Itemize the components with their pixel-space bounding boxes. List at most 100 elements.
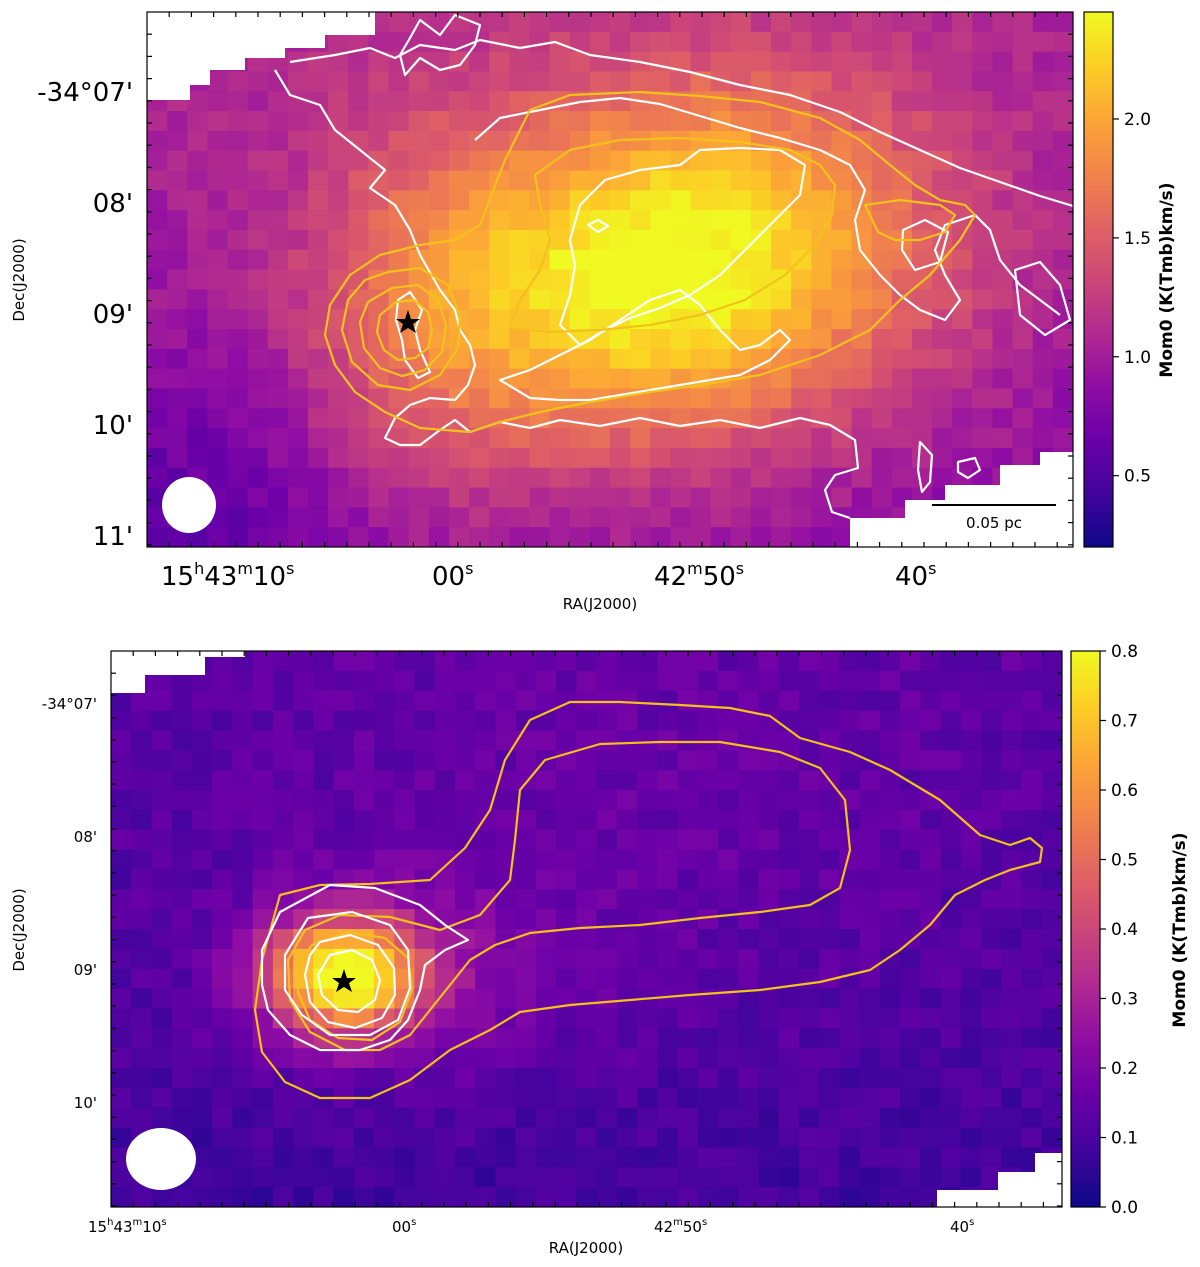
p1-pixel xyxy=(368,289,390,310)
p1-pixel xyxy=(308,408,329,429)
p1-pixel xyxy=(227,249,249,271)
p1-pixel xyxy=(932,348,953,370)
p2-pixel xyxy=(819,849,841,871)
p1-pixel xyxy=(247,111,269,132)
p1-pixel xyxy=(489,289,510,310)
p2-pixel xyxy=(758,1087,780,1109)
p1-pixel xyxy=(972,249,994,271)
p2-pixel xyxy=(637,790,658,811)
p1-pixel xyxy=(187,269,208,290)
p2-pixel xyxy=(657,1008,679,1029)
p1-pixel xyxy=(147,210,168,231)
p1-pixel xyxy=(610,150,631,172)
p2-pixel xyxy=(252,1167,274,1188)
p2-pixel xyxy=(313,1187,335,1207)
p1-pixel xyxy=(549,210,571,231)
p1-pixel xyxy=(368,91,390,112)
p2-pixel xyxy=(576,710,598,732)
p2-pixel xyxy=(596,710,618,732)
p2-axes-frame xyxy=(110,650,1063,1208)
p1-pixel xyxy=(328,447,349,469)
p1-pixel xyxy=(147,111,168,132)
p2-pixel xyxy=(960,710,982,732)
p2-pixel xyxy=(475,849,497,871)
p2-pixel xyxy=(778,770,800,791)
p2-pixel xyxy=(981,730,1002,751)
p1-colorbar-tick-label: 2.0 xyxy=(1124,110,1151,130)
p2-pixel xyxy=(616,988,638,1010)
p1-pixel xyxy=(992,547,1013,567)
p2-pixel xyxy=(697,1048,719,1069)
p1-pixel xyxy=(348,31,370,53)
p2-pixel xyxy=(859,1107,881,1129)
p2-pixel xyxy=(495,948,517,970)
p2-pixel xyxy=(758,730,780,751)
p1-pixel xyxy=(408,130,430,152)
p1-colorbar-tick-label: 0.5 xyxy=(1124,467,1151,487)
p2-pixel xyxy=(940,909,962,930)
p2-pixel xyxy=(333,1187,355,1207)
p1-pixel xyxy=(891,388,913,409)
p1-pixel xyxy=(670,111,692,132)
p1-pixel xyxy=(589,150,611,172)
p1-pixel xyxy=(891,447,913,469)
p1-pixel xyxy=(670,170,692,191)
p2-pixel xyxy=(677,948,699,970)
p1-pixel xyxy=(871,388,893,409)
p2-pixel xyxy=(616,948,638,970)
p2-pixel xyxy=(1021,1107,1043,1129)
p1-pixel xyxy=(972,190,994,211)
p1-pixel xyxy=(932,12,953,33)
p2-pixel xyxy=(981,889,1002,910)
p1-pixel xyxy=(952,269,973,290)
p2-pixel xyxy=(839,730,861,751)
p1-pixel xyxy=(610,170,631,191)
p2-pixel xyxy=(191,1107,213,1129)
p1-pixel xyxy=(267,487,289,508)
p1-pixel xyxy=(972,368,994,390)
p2-pixel xyxy=(394,1068,416,1089)
p2-pixel xyxy=(414,651,436,672)
p1-pixel xyxy=(388,210,410,231)
p2-pixel xyxy=(778,790,800,811)
p2-pixel xyxy=(981,790,1002,811)
p2-pixel xyxy=(758,1187,780,1207)
p1-pixel xyxy=(368,487,390,508)
p2-pixel xyxy=(576,1068,598,1089)
p2-pixel xyxy=(960,968,982,990)
p2-pixel xyxy=(313,670,335,692)
p2-pixel xyxy=(171,1107,193,1129)
p2-pixel xyxy=(232,1028,254,1049)
p2-pixel xyxy=(1021,1048,1043,1069)
p2-pixel xyxy=(313,1127,335,1149)
p2-pixel xyxy=(1041,1107,1062,1129)
p2-pixel xyxy=(535,968,557,990)
p1-pixel xyxy=(670,467,692,489)
p1-pixel xyxy=(972,269,994,290)
p2-pixel xyxy=(1021,809,1043,831)
p2-pixel xyxy=(374,790,395,811)
p1-pixel xyxy=(952,368,973,390)
p1-pixel xyxy=(589,348,611,370)
p1-pixel xyxy=(448,487,470,508)
p2-pixel xyxy=(1041,869,1062,890)
p1-pixel xyxy=(791,527,812,547)
p2-pixel xyxy=(879,770,901,791)
p1-pixel xyxy=(247,249,269,271)
p1-pixel xyxy=(267,467,289,489)
p2-pixel xyxy=(535,1008,557,1029)
p2-pixel xyxy=(819,829,841,851)
p1-pixel xyxy=(469,111,490,132)
p2-pixel xyxy=(535,1048,557,1069)
p1-colorbar-ticks: 0.51.01.52.0 xyxy=(1113,110,1151,487)
p1-y-tick-labels: -34°07' 08' 09' 10' 11' xyxy=(37,78,133,552)
p1-pixel xyxy=(569,487,591,508)
p1-pixel xyxy=(831,447,853,469)
p2-pixel xyxy=(111,1068,132,1089)
p1-pixel xyxy=(147,289,168,310)
p1-pixel xyxy=(771,428,792,449)
p1-pixel xyxy=(529,507,551,528)
p2-pixel xyxy=(333,1147,355,1168)
p2-pixel xyxy=(879,889,901,910)
p1-pixel xyxy=(891,368,913,390)
